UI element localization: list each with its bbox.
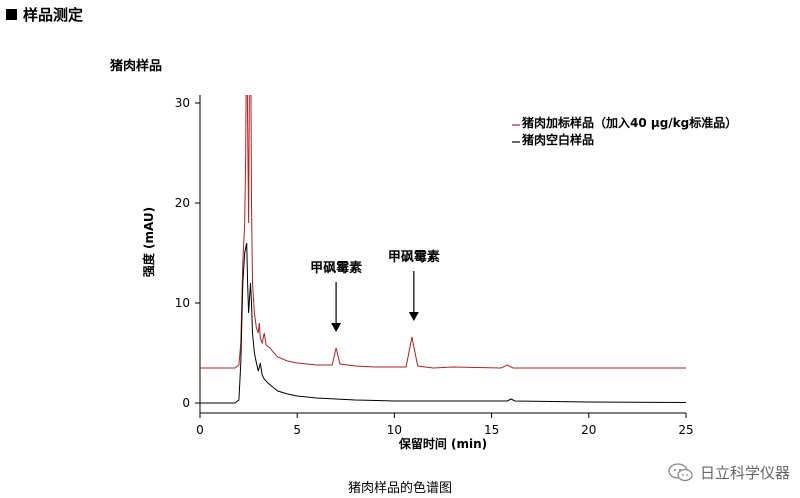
y-axis-label: 强度 (mAU) (141, 207, 156, 277)
y-tick-label: 20 (175, 196, 190, 210)
annotation-arrow-head-2 (408, 312, 419, 321)
annotation-label-2: 甲砜霉素 (388, 249, 440, 265)
y-tick-label: 30 (175, 96, 190, 110)
square-bullet-icon (6, 9, 17, 20)
y-tick-label: 0 (182, 396, 190, 410)
section-header: 样品测定 (6, 4, 83, 25)
x-tick-label: 10 (387, 423, 402, 437)
x-tick-label: 0 (196, 423, 204, 437)
x-tick-label: 20 (581, 423, 596, 437)
x-tick-label: 5 (293, 423, 301, 437)
annotation-label-1: 甲砜霉素 (310, 260, 362, 276)
series-line-1 (200, 95, 686, 369)
x-tick-label: 15 (484, 423, 499, 437)
wechat-icon (668, 462, 693, 481)
sample-title: 猪肉样品 (110, 59, 163, 74)
annotation-arrow-head-1 (331, 323, 342, 332)
x-tick-label: 25 (678, 423, 693, 437)
series-line-2 (200, 242, 686, 404)
legend-label-2: 猪肉空白样品 (521, 132, 594, 147)
watermark: 日立科学仪器 (668, 462, 790, 483)
x-axis-label: 保留时间 (min) (398, 436, 487, 451)
figure-caption: 猪肉样品的色谱图 (347, 481, 452, 496)
section-title: 样品测定 (23, 6, 84, 24)
watermark-text: 日立科学仪器 (699, 464, 790, 482)
legend-label-1: 猪肉加标样品（加入40 μg/kg标准品） (521, 115, 737, 130)
y-tick-label: 10 (175, 296, 190, 310)
